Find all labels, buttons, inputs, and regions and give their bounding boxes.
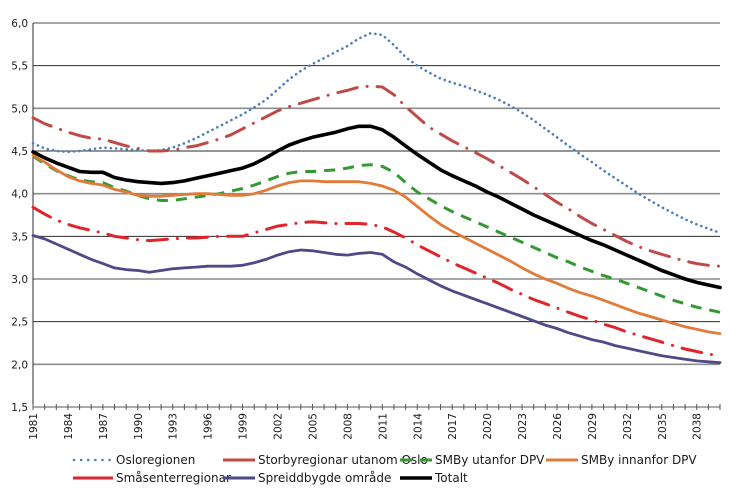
gridlines: [33, 22, 720, 408]
legend-item-smby-innanfor: SMBy innanfor DPV: [545, 453, 697, 467]
y-tick-label: 2,5: [11, 317, 28, 329]
legend-label: SMBy utanfor DPV: [435, 453, 545, 467]
x-tick-label: 2002: [273, 413, 285, 440]
line-chart: 1,52,02,53,03,54,04,55,05,56,0 1981 1984 1…: [11, 18, 722, 440]
series-line-spreiddbygde-omr-de: [31, 234, 722, 365]
x-tick-label: 1987: [98, 413, 110, 440]
x-tick-label: 1996: [203, 413, 215, 440]
legend-label: Totalt: [435, 471, 468, 485]
legend-label: SMBy innanfor DPV: [581, 453, 697, 467]
x-tick-label: 2038: [692, 413, 704, 440]
legend-swatch-solid-purple: [223, 476, 255, 480]
series-line-totalt: [31, 124, 722, 290]
series-lines: [31, 31, 722, 365]
legend-label: Spreiddbygde område: [258, 471, 392, 485]
legend-item-smby-utanfor: SMBy utanfor DPV: [399, 453, 544, 467]
legend-label: Storbyregionar utanom Oslo: [258, 453, 428, 467]
x-tick-label: 2014: [412, 413, 424, 440]
y-tick-label: 5,5: [11, 61, 28, 73]
series-line-sm-senterregionar: [31, 205, 722, 358]
legend-item-spreiddbygde: Spreiddbygde område: [222, 471, 391, 485]
legend-item-smasenterregionar: Småsenterregionar: [72, 471, 231, 485]
x-tick-label: 2029: [587, 413, 599, 440]
legend-item-storbyregionar: Storbyregionar utanom Oslo: [222, 453, 428, 467]
y-tick-label: 4,0: [11, 189, 28, 201]
legend-swatch-dashdot-red: [73, 476, 113, 480]
x-tick-label: 2032: [622, 413, 634, 440]
legend-swatch-solid-black: [400, 476, 432, 480]
x-tick-label: 2017: [447, 413, 459, 440]
legend-label: Småsenterregionar: [116, 471, 231, 485]
x-tick-label: 2026: [552, 413, 564, 440]
y-tick-label: 5,0: [11, 103, 28, 115]
x-tick-label: 1984: [63, 413, 75, 440]
y-tick-label: 6,0: [11, 18, 28, 30]
x-tick-label: 2005: [307, 413, 319, 440]
x-tick-label: 1999: [238, 413, 250, 440]
y-tick-label: 3,5: [11, 231, 28, 243]
y-axis-tick-labels: 1,5 2,0 2,5 3,0 3,5 4,0 4,5 5,0 5,5 6,0: [11, 18, 28, 414]
y-tick-label: 1,5: [11, 402, 28, 414]
series-line-smby-utanfor-dpv: [32, 154, 721, 314]
legend-item-osloregionen: Osloregionen: [72, 453, 195, 467]
legend-swatch-dashdot-darkred: [223, 458, 255, 462]
x-tick-label: 2035: [657, 413, 669, 440]
x-tick-label: 1993: [168, 413, 180, 440]
legend-item-totalt: Totalt: [399, 471, 468, 485]
x-tick-label: 1981: [28, 413, 40, 440]
series-line-smby-innanfor-dpv: [31, 153, 722, 336]
legend-swatch-dashed-green: [400, 458, 432, 462]
x-tick-label: 1990: [133, 413, 145, 440]
legend-label: Osloregionen: [116, 453, 196, 467]
x-tick-label: 2023: [517, 413, 529, 440]
y-tick-label: 4,5: [11, 146, 28, 158]
y-tick-label: 2,0: [11, 359, 28, 371]
x-tick-label: 2020: [482, 413, 494, 440]
y-tick-label: 3,0: [11, 274, 28, 286]
legend-swatch-solid-orange: [546, 458, 578, 462]
legend-swatch-dotted-blue: [72, 458, 114, 462]
series-line-storbyregionar-utanom-oslo: [31, 84, 722, 268]
x-tick-label: 2008: [342, 413, 354, 440]
x-axis: 1981 1984 1987 1990 1993 1996 1999 2002 2005 2008…: [28, 23, 721, 440]
series-line-osloregionen: [31, 31, 722, 235]
x-tick-label: 2011: [377, 413, 389, 440]
